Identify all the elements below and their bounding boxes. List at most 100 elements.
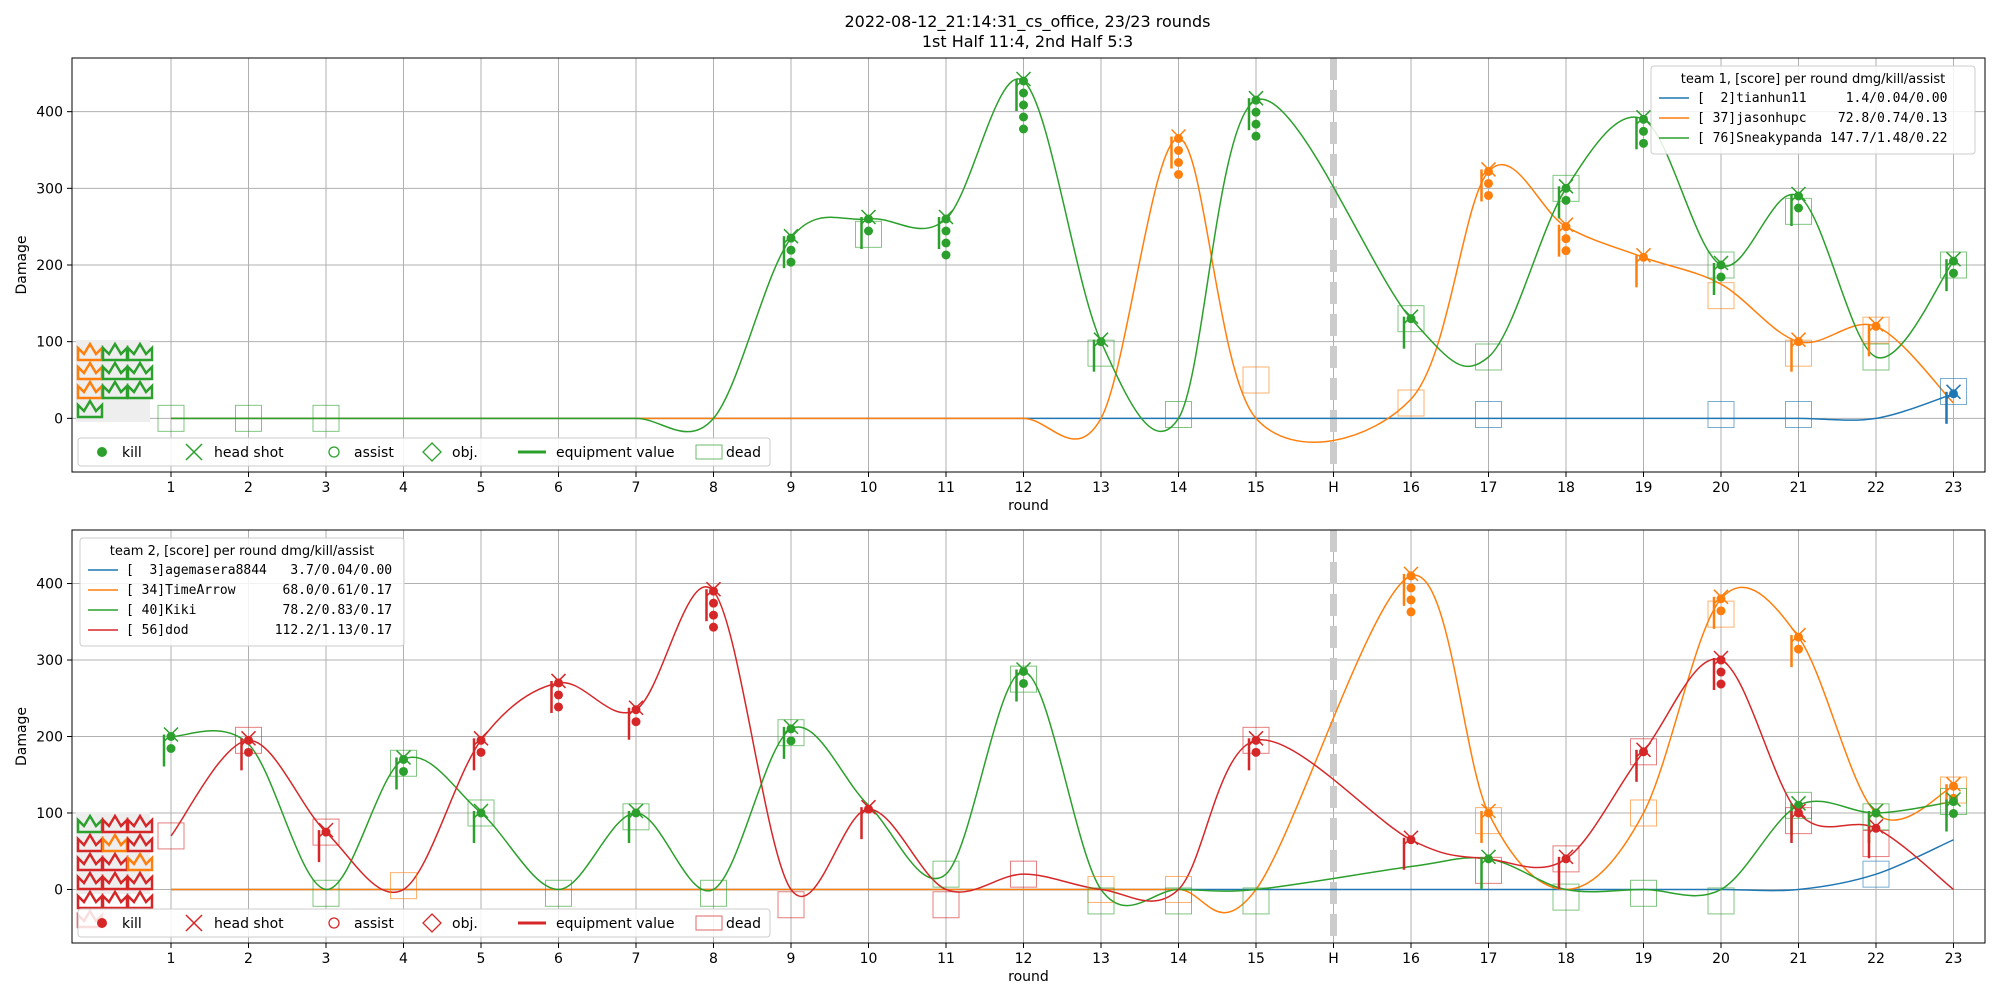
legend-assist-icon — [328, 446, 340, 458]
x-tick-label: 12 — [1015, 951, 1033, 967]
series-line-red — [170, 586, 1954, 902]
death-marker — [1630, 879, 1657, 907]
kill-marker — [1251, 95, 1261, 105]
kill-marker — [1251, 131, 1261, 141]
x-tick-label: 6 — [554, 951, 563, 967]
x-tick-label: 17 — [1480, 480, 1498, 496]
kill-marker — [1716, 606, 1726, 616]
kill-marker — [1484, 854, 1493, 864]
player-legend-title: team 1, [score] per round dmg/kill/assis… — [1681, 72, 1946, 87]
y-tick-label: 100 — [36, 335, 63, 351]
death-marker — [157, 822, 185, 850]
x-tick-label: 4 — [399, 951, 408, 967]
death-marker — [1010, 860, 1037, 888]
x-tick-label: 4 — [399, 480, 408, 496]
crown-icon — [126, 341, 154, 362]
x-tick-label: 17 — [1480, 951, 1498, 967]
kill-marker — [1019, 678, 1028, 688]
y-tick-label: 0 — [54, 882, 63, 898]
kill-marker — [1561, 246, 1571, 256]
marker-legend-label: assist — [354, 445, 394, 461]
death-marker — [312, 404, 340, 432]
legend-kill-icon — [97, 447, 107, 457]
kill-marker — [554, 678, 563, 688]
kill-marker — [1406, 571, 1416, 581]
marker-legend-label: equipment value — [556, 445, 674, 461]
legend-entry: [ 2]tianhun11 1.4/0.04/0.00 — [1697, 91, 1947, 106]
headshot-marker — [1558, 849, 1574, 865]
headshot-marker — [1635, 742, 1652, 758]
x-tick-label: 2 — [244, 480, 253, 496]
headshot-marker — [1248, 730, 1264, 746]
death-marker — [157, 404, 185, 432]
death-marker — [312, 879, 340, 907]
y-tick-label: 400 — [36, 105, 63, 121]
headshot-marker — [473, 730, 489, 746]
x-tick-label: 5 — [477, 480, 486, 496]
x-tick-label: 15 — [1247, 951, 1265, 967]
y-tick-label: 200 — [36, 258, 63, 274]
death-marker — [1707, 282, 1735, 310]
headshot-marker — [628, 700, 644, 716]
kill-marker — [1794, 191, 1803, 201]
headshot-marker — [550, 673, 567, 689]
legend-objective-icon — [422, 913, 442, 933]
headshot-marker — [860, 799, 877, 815]
headshot-marker — [1558, 217, 1574, 233]
y-axis-label: Damage — [14, 235, 30, 294]
crown-box — [76, 812, 154, 929]
death-marker — [777, 719, 805, 747]
series-line-orange — [170, 574, 1954, 914]
kill-marker — [1716, 272, 1726, 282]
death-marker — [700, 879, 727, 907]
y-axis-label: Damage — [14, 707, 30, 766]
death-marker — [1087, 887, 1115, 915]
x-tick-label: 8 — [709, 951, 718, 967]
kill-marker — [1561, 854, 1571, 864]
kill-marker — [1174, 134, 1183, 143]
kill-marker — [1019, 112, 1028, 122]
headshot-marker — [1480, 849, 1497, 865]
kill-marker — [709, 622, 718, 632]
x-tick-label: 23 — [1945, 480, 1963, 496]
death-marker — [467, 799, 495, 827]
marker-legend-label: head shot — [214, 916, 284, 932]
crown-icon — [126, 360, 154, 381]
death-marker — [1475, 807, 1502, 835]
kill-marker — [1019, 76, 1028, 86]
kill-marker — [1794, 808, 1803, 818]
death-marker — [777, 891, 805, 919]
x-tick-label: 16 — [1402, 951, 1420, 967]
headshot-marker — [318, 822, 334, 838]
death-marker — [545, 879, 572, 907]
x-tick-label: 11 — [937, 480, 955, 496]
series-line-green — [170, 670, 1954, 907]
kill-marker — [864, 226, 873, 236]
kill-marker — [941, 238, 951, 248]
kill-marker — [1871, 808, 1881, 818]
x-tick-label: 7 — [632, 480, 641, 496]
kill-marker — [1406, 835, 1416, 845]
legend-entry: [ 76]Sneakypanda 147.7/1.48/0.22 — [1697, 131, 1947, 146]
x-tick-label: 18 — [1557, 951, 1575, 967]
kill-marker — [321, 827, 331, 837]
x-tick-label: 21 — [1790, 480, 1808, 496]
headshot-marker — [1790, 627, 1807, 643]
kill-marker — [709, 610, 718, 620]
headshot-marker — [1790, 332, 1807, 348]
kill-marker — [1871, 823, 1881, 833]
kill-marker — [1251, 119, 1261, 129]
kill-marker — [631, 808, 641, 818]
crown-box-bg — [76, 340, 150, 422]
kill-marker — [786, 257, 796, 267]
headshot-marker — [1713, 589, 1729, 605]
kill-marker — [1561, 183, 1571, 193]
death-marker — [1630, 738, 1657, 766]
headshot-marker — [1403, 309, 1419, 325]
headshot-marker — [860, 209, 877, 225]
headshot-marker — [1713, 255, 1729, 271]
legend-headshot-icon — [185, 914, 203, 932]
player-legend: team 2, [score] per round dmg/kill/assis… — [79, 537, 405, 647]
death-marker — [932, 860, 960, 888]
